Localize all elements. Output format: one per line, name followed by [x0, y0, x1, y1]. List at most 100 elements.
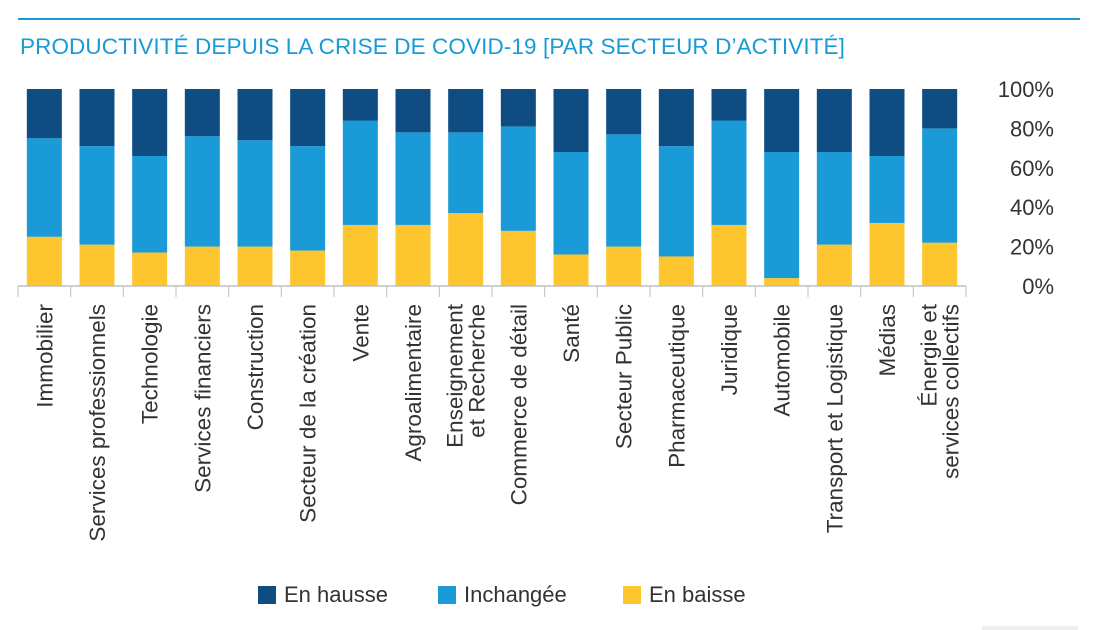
bar-inchangee-sante — [553, 152, 589, 255]
x-tick-label-line: Pharmaceutique — [664, 304, 689, 468]
bar-en-baisse-energie-et-services-collectifs — [922, 242, 958, 286]
x-tick-label-enseignement-et-recherche: Enseignementet Recherche — [443, 303, 490, 448]
bar-inchangee-construction — [237, 140, 273, 247]
x-tick-label-agroalimentaire: Agroalimentaire — [401, 304, 426, 462]
legend-label-en-hausse: En hausse — [284, 582, 388, 607]
y-tick-label: 40% — [1010, 195, 1054, 220]
y-tick-label: 20% — [1010, 235, 1054, 260]
bar-en-hausse-services-professionnels — [79, 89, 115, 147]
bar-en-hausse-agroalimentaire — [395, 89, 431, 133]
bar-en-hausse-medias — [869, 89, 905, 156]
x-tick-label-line: Énergie et — [917, 303, 942, 406]
y-tick-label: 100% — [998, 77, 1054, 102]
x-tick-label-services-financiers: Services financiers — [190, 304, 215, 493]
bar-en-hausse-secteur-public — [606, 89, 642, 135]
x-tick-label-line: Secteur Public — [612, 304, 637, 449]
x-tick-label-immobilier: Immobilier — [32, 304, 57, 408]
bar-en-baisse-medias — [869, 222, 905, 286]
bar-inchangee-agroalimentaire — [395, 132, 431, 225]
legend-label-en-baisse: En baisse — [649, 582, 746, 607]
legend-swatch-en-baisse — [623, 586, 641, 604]
bar-en-baisse-technologie — [132, 252, 168, 286]
bar-en-hausse-sante — [553, 89, 589, 153]
x-tick-label-construction: Construction — [243, 304, 268, 430]
legend-swatch-en-hausse — [258, 586, 276, 604]
bar-en-hausse-services-financiers — [184, 89, 220, 137]
bar-en-baisse-agroalimentaire — [395, 224, 431, 286]
top-rule — [18, 18, 1080, 20]
x-tick-label-energie-et-services-collectifs: Énergie etservices collectifs — [917, 303, 964, 479]
bar-inchangee-technologie — [132, 155, 168, 253]
bar-en-baisse-transport-et-logistique — [816, 244, 852, 286]
bar-en-hausse-technologie — [132, 89, 168, 156]
x-tick-label-line: Santé — [559, 304, 584, 363]
x-tick-label-medias: Médias — [875, 304, 900, 377]
bar-en-baisse-secteur-de-la-creation — [290, 250, 326, 286]
bar-inchangee-secteur-public — [606, 134, 642, 247]
bar-en-baisse-construction — [237, 246, 273, 286]
bar-en-baisse-vente — [342, 224, 378, 286]
bar-en-baisse-juridique — [711, 224, 747, 286]
y-tick-label: 0% — [1022, 274, 1054, 299]
x-tick-label-line: Automobile — [770, 304, 795, 417]
bar-en-hausse-immobilier — [26, 89, 62, 139]
x-tick-label-line: Juridique — [717, 304, 742, 395]
x-tick-label-line: Construction — [243, 304, 268, 430]
legend-item-en-baisse: En baisse — [623, 582, 746, 608]
y-tick-label: 60% — [1010, 156, 1054, 181]
x-tick-label-line: et Recherche — [465, 304, 490, 438]
bar-en-baisse-automobile — [764, 278, 800, 286]
bar-en-hausse-energie-et-services-collectifs — [922, 89, 958, 129]
bar-en-hausse-enseignement-et-recherche — [448, 89, 484, 133]
bar-inchangee-automobile — [764, 152, 800, 279]
x-tick-label-line: Agroalimentaire — [401, 304, 426, 462]
bar-inchangee-services-professionnels — [79, 146, 115, 245]
bar-en-hausse-construction — [237, 89, 273, 141]
bar-en-hausse-juridique — [711, 89, 747, 121]
y-tick-label: 80% — [1010, 116, 1054, 141]
chart-title: PRODUCTIVITÉ DEPUIS LA CRISE DE COVID-19… — [20, 34, 845, 59]
x-tick-label-commerce-de-detail: Commerce de détail — [506, 304, 531, 505]
x-tick-label-transport-et-logistique: Transport et Logistique — [822, 304, 847, 533]
legend-swatch-inchangee — [438, 586, 456, 604]
bar-en-hausse-transport-et-logistique — [816, 89, 852, 153]
bar-en-baisse-secteur-public — [606, 246, 642, 286]
x-tick-label-secteur-public: Secteur Public — [612, 304, 637, 449]
bar-en-baisse-services-financiers — [184, 246, 220, 286]
bar-inchangee-enseignement-et-recherche — [448, 132, 484, 214]
bar-en-hausse-commerce-de-detail — [500, 89, 536, 127]
x-tick-label-sante: Santé — [559, 304, 584, 363]
x-tick-label-secteur-de-la-creation: Secteur de la création — [296, 304, 321, 523]
bar-en-hausse-pharmaceutique — [658, 89, 694, 147]
x-tick-label-technologie: Technologie — [138, 304, 163, 424]
x-tick-label-line: Commerce de détail — [506, 304, 531, 505]
bar-inchangee-immobilier — [26, 138, 62, 237]
bar-inchangee-secteur-de-la-creation — [290, 146, 326, 251]
bar-en-baisse-sante — [553, 254, 589, 286]
bar-inchangee-commerce-de-detail — [500, 126, 536, 231]
x-tick-label-line: Vente — [348, 304, 373, 362]
x-tick-label-line: services collectifs — [939, 304, 964, 479]
x-tick-label-vente: Vente — [348, 304, 373, 362]
bar-en-baisse-enseignement-et-recherche — [448, 213, 484, 286]
bar-en-baisse-commerce-de-detail — [500, 230, 536, 286]
x-tick-label-line: Enseignement — [443, 303, 468, 448]
bar-inchangee-energie-et-services-collectifs — [922, 128, 958, 243]
bar-en-baisse-services-professionnels — [79, 244, 115, 286]
legend-item-en-hausse: En hausse — [258, 582, 388, 608]
bar-en-hausse-vente — [342, 89, 378, 121]
bar-inchangee-services-financiers — [184, 136, 220, 247]
x-tick-label-line: Secteur de la création — [296, 304, 321, 523]
bar-en-hausse-automobile — [764, 89, 800, 153]
x-tick-label-line: Services financiers — [190, 304, 215, 493]
bar-inchangee-transport-et-logistique — [816, 152, 852, 245]
x-tick-label-juridique: Juridique — [717, 304, 742, 395]
x-tick-label-automobile: Automobile — [770, 304, 795, 417]
x-tick-label-line: Transport et Logistique — [822, 304, 847, 533]
bar-inchangee-pharmaceutique — [658, 146, 694, 257]
bar-inchangee-juridique — [711, 120, 747, 225]
bar-en-hausse-secteur-de-la-creation — [290, 89, 326, 147]
bar-en-baisse-pharmaceutique — [658, 256, 694, 286]
bar-inchangee-medias — [869, 155, 905, 223]
